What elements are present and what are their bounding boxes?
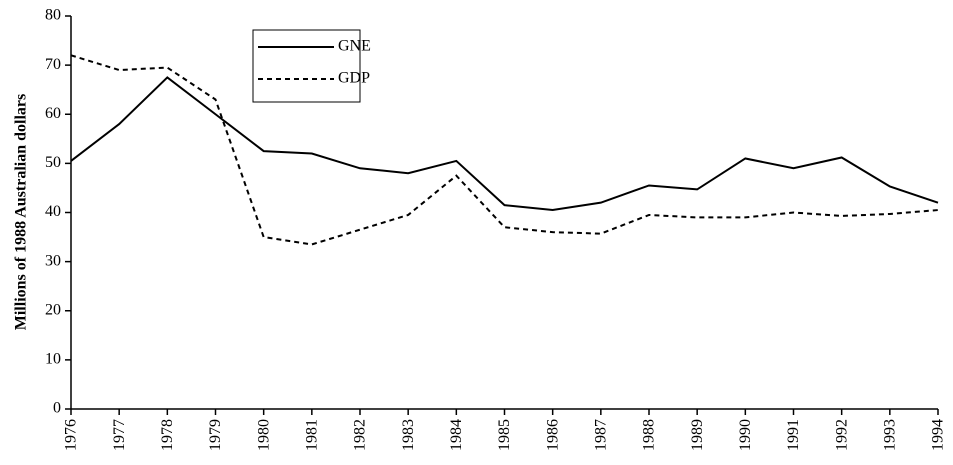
legend-label: GDP (338, 70, 370, 87)
x-tick-label: 1992 (833, 419, 850, 451)
data-line (70, 54, 939, 246)
x-tick-label: 1984 (448, 419, 465, 451)
x-tick-label: 1982 (352, 419, 369, 451)
y-tick-label: 30 (45, 252, 61, 269)
x-tick-label: 1986 (544, 419, 561, 451)
y-tick-label: 70 (45, 56, 61, 73)
x-tick-label: 1989 (689, 419, 706, 451)
x-tick-label: 1980 (255, 419, 272, 451)
data-line (70, 76, 939, 212)
x-tick-label: 1985 (496, 419, 513, 451)
legend-label: GNE (338, 38, 371, 55)
x-tick-label: 1988 (641, 419, 658, 451)
y-tick-label: 20 (45, 301, 61, 318)
x-tick-label: 1991 (785, 419, 802, 451)
y-tick-label: 40 (45, 203, 61, 220)
x-tick-label: 1983 (400, 419, 417, 451)
x-tick-label: 1979 (207, 419, 224, 451)
y-axis-label: Millions of 1988 Australian dollars (13, 94, 30, 330)
x-tick-label: 1987 (593, 419, 610, 451)
y-tick-label: 60 (45, 105, 61, 122)
x-tick-label: 1977 (111, 419, 128, 451)
legend (252, 29, 361, 103)
x-tick-label: 1994 (930, 419, 947, 451)
y-tick-label: 80 (45, 7, 61, 24)
y-tick-label: 50 (45, 154, 61, 171)
x-tick-label: 1978 (159, 419, 176, 451)
x-tick-label: 1993 (882, 419, 899, 451)
y-tick-label: 10 (45, 351, 61, 368)
x-tick-label: 1981 (304, 419, 321, 451)
y-tick-label: 0 (53, 400, 61, 417)
x-tick-label: 1976 (63, 419, 80, 451)
x-tick-label: 1990 (737, 419, 754, 451)
